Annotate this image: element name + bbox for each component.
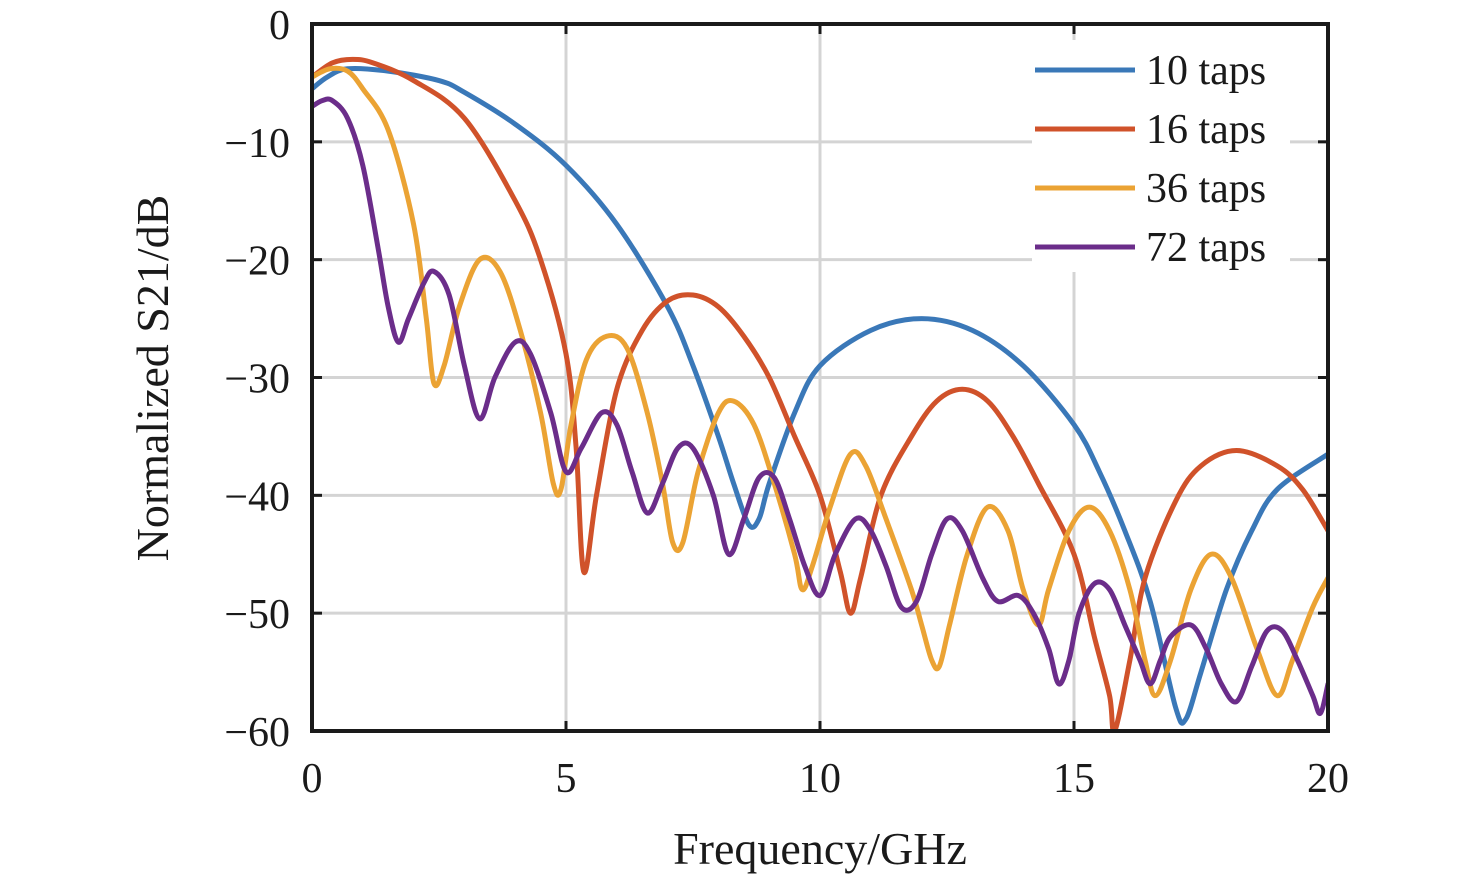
series-line-16-taps — [312, 56, 1328, 731]
series-line-36-taps — [312, 65, 1328, 699]
x-axis-label: Frequency/GHz — [673, 823, 967, 874]
legend: 10 taps 16 taps 36 taps 72 taps — [1032, 40, 1290, 272]
series-line-72-taps — [312, 96, 1328, 716]
y-tick-label: −50 — [224, 592, 290, 638]
series-line-10-taps — [312, 65, 1328, 726]
legend-box — [1032, 40, 1290, 272]
tick-label-layer: 0 5 10 15 20 0 −10 −20 −30 −40 −50 −60 — [224, 3, 1349, 802]
legend-label-36-taps: 36 taps — [1146, 166, 1266, 212]
y-axis-label: Normalized S21/dB — [127, 195, 178, 562]
y-tick-label: −10 — [224, 121, 290, 167]
y-tick-label: −60 — [224, 710, 290, 756]
x-tick-label: 5 — [556, 756, 577, 802]
y-tick-label: −30 — [224, 357, 290, 403]
tick-mark-layer — [310, 22, 1330, 733]
legend-label-16-taps: 16 taps — [1146, 107, 1266, 153]
x-tick-label: 0 — [302, 756, 323, 802]
y-tick-label: −40 — [224, 474, 290, 520]
series-layer — [312, 56, 1328, 731]
legend-label-72-taps: 72 taps — [1146, 225, 1266, 271]
x-tick-label: 15 — [1053, 756, 1095, 802]
x-tick-label: 20 — [1307, 756, 1349, 802]
y-tick-label: −20 — [224, 239, 290, 285]
y-tick-label: 0 — [269, 3, 290, 49]
x-tick-label: 10 — [799, 756, 841, 802]
legend-label-10-taps: 10 taps — [1146, 48, 1266, 94]
